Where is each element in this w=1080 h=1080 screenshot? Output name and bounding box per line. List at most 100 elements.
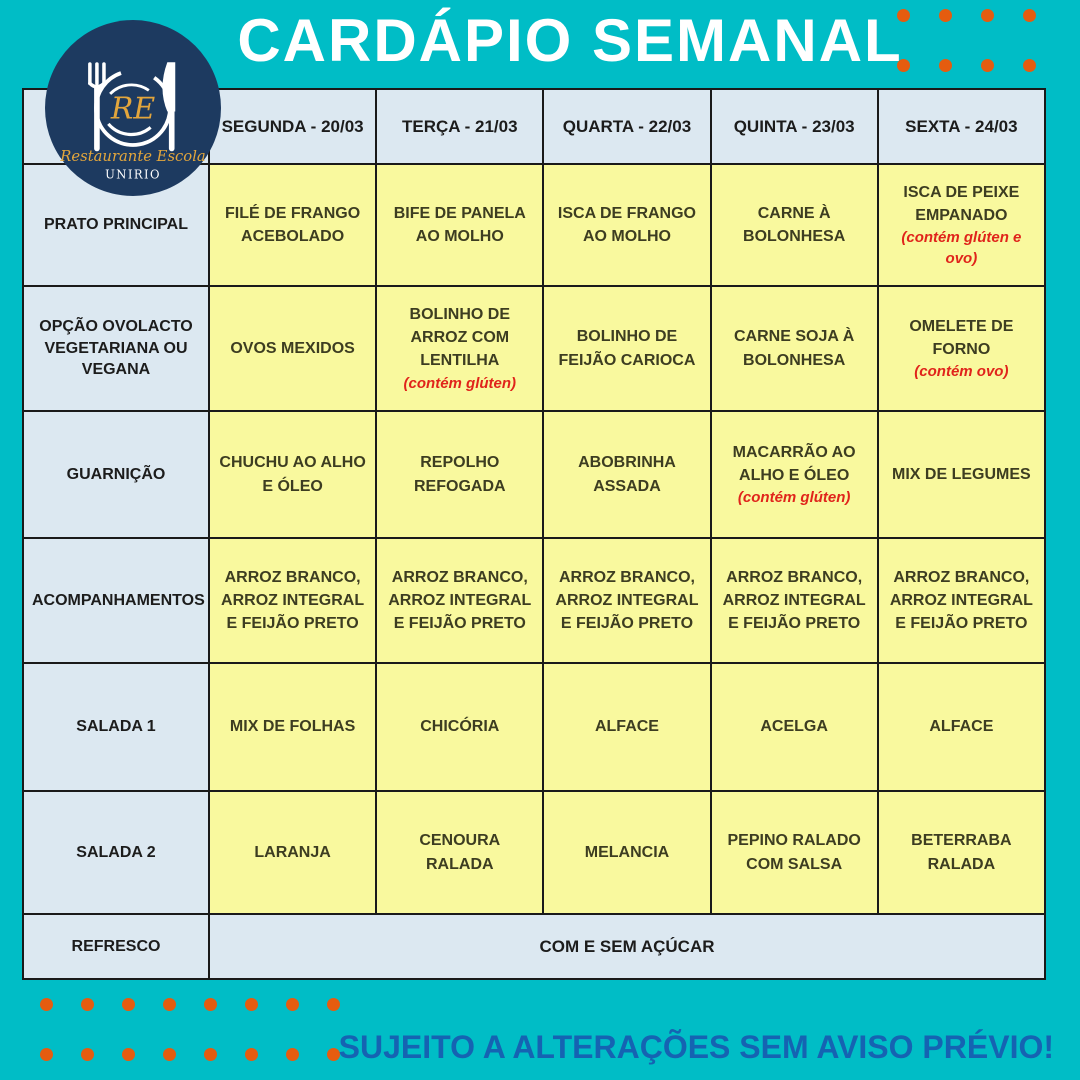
dish-name: ARROZ BRANCO, ARROZ INTEGRAL E FEIJÃO PR… [388, 568, 532, 633]
decor-dot [204, 1048, 217, 1061]
dish-name: CARNE SOJA À BOLONHESA [734, 328, 855, 369]
menu-cell: MELANCIA [542, 790, 712, 915]
dish-name: MIX DE FOLHAS [229, 718, 356, 736]
decor-dot [327, 998, 340, 1011]
decor-dot [897, 59, 910, 72]
menu-cell: ARROZ BRANCO, ARROZ INTEGRAL E FEIJÃO PR… [542, 537, 712, 664]
merged-menu-cell: COM E SEM AÇÚCAR [208, 913, 1046, 980]
menu-cell: BIFE DE PANELA AO MOLHO [375, 163, 545, 287]
menu-cell: LARANJA [207, 790, 378, 915]
menu-cell: PEPINO RALADO COM SALSA [709, 790, 879, 915]
dish-name: ACELGA [760, 718, 828, 736]
dish-name: FILÉ DE FRANGO ACEBOLADO [225, 204, 361, 245]
logo-name: Restaurante Escola [59, 148, 205, 165]
dish-name: ISCA DE FRANGO AO MOLHO [557, 204, 696, 245]
decor-dots-top-right [897, 9, 1036, 72]
menu-cell: CHUCHU AO ALHO E ÓLEO [207, 410, 378, 539]
row-label: OPÇÃO OVOLACTO VEGETARIANA OU VEGANA [22, 285, 210, 412]
menu-row: SALADA 1 MIX DE FOLHAS CHICÓRIA ALFACE ACELG… [22, 662, 1047, 792]
dish-name: OVOS MEXIDOS [230, 339, 355, 357]
row-label: GUARNIÇÃO [22, 410, 210, 539]
logo-org: UNIRIO [105, 167, 161, 181]
decor-dot [939, 59, 952, 72]
decor-dot [81, 1048, 94, 1061]
dish-name: BOLINHO DE ARROZ COM LENTILHA [409, 306, 510, 370]
dish-name: PEPINO RALADO COM SALSA [727, 832, 861, 873]
menu-cell: ISCA DE FRANGO AO MOLHO [542, 163, 712, 287]
decor-dot [245, 998, 258, 1011]
menu-cell: FILÉ DE FRANGO ACEBOLADO [207, 163, 378, 287]
decor-dot [40, 998, 53, 1011]
decor-dot [286, 1048, 299, 1061]
dish-name: LARANJA [254, 843, 331, 861]
dish-name: ARROZ BRANCO, ARROZ INTEGRAL E FEIJÃO PR… [722, 568, 866, 633]
decor-dot [245, 1048, 258, 1061]
row-label: SALADA 2 [22, 790, 210, 915]
decor-dot [981, 59, 994, 72]
decor-dot [40, 1048, 53, 1061]
menu-row: ACOMPANHAMENTOS ARROZ BRANCO, ARROZ INTEG… [22, 537, 1047, 664]
menu-cell: MIX DE LEGUMES [876, 410, 1047, 539]
decor-dot [286, 998, 299, 1011]
menu-cell: ARROZ BRANCO, ARROZ INTEGRAL E FEIJÃO PR… [207, 537, 378, 664]
menu-row: PRATO PRINCIPAL FILÉ DE FRANGO ACEBOLADO B… [22, 163, 1047, 287]
menu-row: OPÇÃO OVOLACTO VEGETARIANA OU VEGANA OVOS… [22, 285, 1047, 412]
decor-dot [122, 998, 135, 1011]
dish-name: CENOURA RALADA [419, 832, 501, 873]
menu-cell: REPOLHO REFOGADA [375, 410, 545, 539]
allergen-note: (contém ovo) [914, 363, 1009, 381]
menu-row: GUARNIÇÃO CHUCHU AO ALHO E ÓLEO REPOLHO RE… [22, 410, 1047, 539]
menu-cell: MACARRÃO AO ALHO E ÓLEO (contém glúten) [709, 410, 879, 539]
decor-dot [1023, 59, 1036, 72]
dish-name: CHICÓRIA [420, 718, 500, 736]
day-header: QUARTA - 22/03 [542, 88, 712, 165]
dish-name: ARROZ BRANCO, ARROZ INTEGRAL E FEIJÃO PR… [555, 568, 699, 633]
dish-name: ARROZ BRANCO, ARROZ INTEGRAL E FEIJÃO PR… [889, 568, 1033, 633]
row-label: ACOMPANHAMENTOS [22, 537, 210, 664]
dish-name: BETERRABA RALADA [911, 832, 1012, 873]
dish-name: MACARRÃO AO ALHO E ÓLEO [732, 443, 856, 484]
dish-name: REPOLHO REFOGADA [414, 454, 506, 495]
day-header: QUINTA - 23/03 [709, 88, 879, 165]
dish-name: ALFACE [929, 718, 994, 736]
menu-cell: OMELETE DE FORNO (contém ovo) [876, 285, 1047, 412]
dish-name: MELANCIA [584, 843, 670, 861]
allergen-note: (contém glúten e ovo) [901, 229, 1022, 267]
decor-dot [204, 998, 217, 1011]
logo-initials: RE [110, 92, 156, 127]
decor-dot [939, 9, 952, 22]
decor-dot [81, 998, 94, 1011]
day-header: TERÇA - 21/03 [375, 88, 545, 165]
menu-cell: ARROZ BRANCO, ARROZ INTEGRAL E FEIJÃO PR… [375, 537, 545, 664]
dish-name: CARNE À BOLONHESA [743, 204, 846, 245]
decor-dot [122, 1048, 135, 1061]
dish-name: ABOBRINHA ASSADA [578, 454, 676, 495]
menu-cell: ISCA DE PEIXE EMPANADO (contém glúten e o… [876, 163, 1047, 287]
dish-name: ARROZ BRANCO, ARROZ INTEGRAL E FEIJÃO PR… [221, 568, 365, 633]
allergen-note: (contém glúten) [403, 374, 517, 392]
menu-cell: OVOS MEXIDOS [207, 285, 378, 412]
menu-cell: BETERRABA RALADA [876, 790, 1047, 915]
menu-cell: ALFACE [876, 662, 1047, 792]
dish-name: ISCA DE PEIXE EMPANADO [903, 184, 1020, 225]
menu-row: REFRESCO COM E SEM AÇÚCAR [22, 913, 1046, 980]
menu-row: SALADA 2 LARANJA CENOURA RALADA MELANCIA PEP… [22, 790, 1047, 915]
menu-cell: ACELGA [709, 662, 879, 792]
dish-name: CHUCHU AO ALHO E ÓLEO [219, 454, 366, 495]
day-header: SEXTA - 24/03 [876, 88, 1047, 165]
restaurant-logo: RE Restaurante Escola UNIRIO [45, 20, 221, 196]
dish-name: MIX DE LEGUMES [892, 465, 1031, 483]
disclaimer-text: SUJEITO A ALTERAÇÕES SEM AVISO PRÉVIO! [338, 1029, 1054, 1065]
day-header: SEGUNDA - 20/03 [207, 88, 378, 165]
dish-name: ALFACE [594, 718, 659, 736]
weekly-menu-table: SEGUNDA - 20/03 TERÇA - 21/03 QUARTA - 22/… [22, 88, 1047, 980]
menu-cell: ALFACE [542, 662, 712, 792]
menu-cell: CARNE SOJA À BOLONHESA [709, 285, 879, 412]
dish-name: OMELETE DE FORNO [909, 317, 1014, 358]
decor-dot [981, 9, 994, 22]
menu-cell: CENOURA RALADA [375, 790, 545, 915]
allergen-note: (contém glúten) [737, 489, 851, 507]
page-title: CARDÁPIO SEMANAL [237, 7, 903, 74]
decor-dot [1023, 9, 1036, 22]
decor-dot [163, 1048, 176, 1061]
